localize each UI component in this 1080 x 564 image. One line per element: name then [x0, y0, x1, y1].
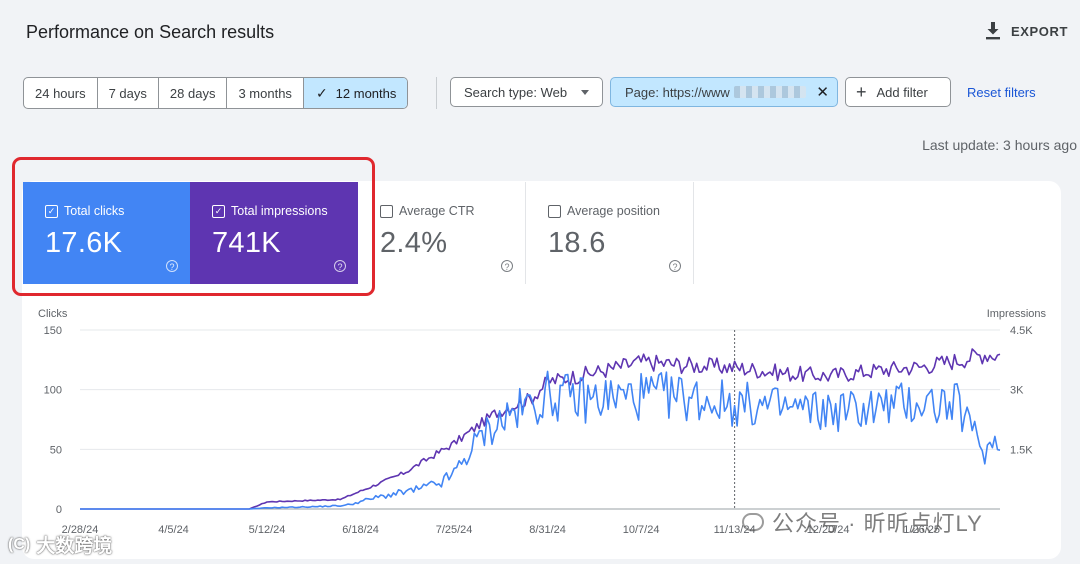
metric-total-impressions[interactable]: ✓ Total impressions 741K ? — [190, 182, 358, 284]
range-7-days[interactable]: 7 days — [98, 78, 159, 108]
metric-label: Total clicks — [64, 204, 125, 218]
page-filter-label: Page: https://www — [625, 84, 730, 100]
add-filter-label: Add filter — [876, 84, 928, 100]
y-tick-right: 1.5K — [1010, 444, 1033, 456]
y-axis-label-left: Clicks — [38, 308, 68, 320]
reset-filters-link[interactable]: Reset filters — [967, 85, 1036, 100]
download-icon — [985, 22, 1000, 40]
metric-label: Average position — [567, 204, 660, 218]
performance-chart: 150 100 50 0 Clicks 4.5K 3K 1.5K Impressions 2/28… — [38, 308, 1047, 536]
range-28-days[interactable]: 28 days — [159, 78, 228, 108]
x-tick: 10/7/24 — [623, 524, 660, 536]
metric-average-ctr[interactable]: Average CTR 2.4% ? — [358, 182, 526, 284]
range-label: 24 hours — [35, 85, 86, 101]
metric-value: 18.6 — [548, 227, 606, 259]
y-tick-right: 3K — [1010, 385, 1024, 397]
date-range-selector: 24 hours 7 days 28 days 3 months ✓ 12 mon… — [23, 77, 409, 109]
metric-label: Average CTR — [399, 204, 475, 218]
checkbox-unchecked-icon — [380, 204, 393, 218]
export-button[interactable]: EXPORT — [985, 22, 1068, 40]
x-tick: 4/5/24 — [158, 524, 189, 536]
range-3-months[interactable]: 3 months — [227, 78, 304, 108]
x-tick: 12/20/24 — [807, 524, 850, 536]
watermark-brand: (C) 大数跨境 — [8, 531, 112, 558]
close-icon[interactable]: ✕ — [816, 84, 829, 101]
metric-value: 2.4% — [380, 227, 448, 259]
range-label: 28 days — [169, 85, 216, 101]
caret-down-icon — [581, 89, 589, 95]
toolbar-divider — [436, 77, 437, 109]
range-label: 3 months — [238, 85, 292, 101]
help-icon[interactable]: ? — [669, 260, 681, 272]
watermark-channel-text: 公众号 · 昕昕点灯LY — [772, 511, 983, 536]
x-tick: 7/25/24 — [436, 524, 473, 536]
plus-icon: + — [856, 82, 867, 102]
page-title: Performance on Search results — [26, 22, 275, 42]
metric-label: Total impressions — [231, 204, 328, 218]
x-tick: 5/12/24 — [249, 524, 286, 536]
y-axis-label-right: Impressions — [987, 308, 1047, 320]
brand-logo: (C) — [8, 535, 31, 553]
last-update-text: Last update: 3 hours ago — [922, 137, 1077, 153]
metric-average-position[interactable]: Average position 18.6 ? — [526, 182, 694, 284]
range-12-months[interactable]: ✓ 12 months — [303, 78, 408, 108]
range-24-hours[interactable]: 24 hours — [24, 78, 98, 108]
range-label: 7 days — [108, 85, 147, 101]
range-label: 12 months — [335, 85, 397, 101]
x-tick: 1/26/25 — [903, 524, 940, 536]
y-tick-left: 50 — [50, 444, 62, 456]
x-tick: 6/18/24 — [342, 524, 379, 536]
y-tick-left: 0 — [56, 504, 62, 516]
check-icon: ✓ — [315, 84, 328, 101]
page-filter-chip[interactable]: Page: https://www ✕ — [610, 77, 838, 107]
checkbox-checked-icon: ✓ — [45, 204, 58, 218]
metric-value: 17.6K — [45, 227, 123, 259]
x-tick: 2/28/24 — [62, 524, 99, 536]
help-icon[interactable]: ? — [501, 260, 513, 272]
add-filter-button[interactable]: + Add filter — [845, 77, 951, 107]
series-line-clicks — [80, 370, 1001, 510]
search-type-label: Search type: Web — [464, 84, 568, 100]
series-line-impressions — [80, 348, 1001, 510]
x-tick: 8/31/24 — [529, 524, 566, 536]
search-type-dropdown[interactable]: Search type: Web — [450, 77, 603, 107]
help-icon[interactable]: ? — [166, 260, 178, 272]
checkbox-checked-icon: ✓ — [212, 204, 225, 218]
export-label: EXPORT — [1010, 23, 1068, 39]
y-tick-left: 100 — [44, 385, 62, 397]
y-tick-left: 150 — [44, 325, 62, 337]
help-icon[interactable]: ? — [334, 260, 346, 272]
wechat-icon — [742, 513, 764, 531]
y-tick-right: 4.5K — [1010, 325, 1033, 337]
watermark-brand-text: 大数跨境 — [36, 536, 113, 557]
redacted-url — [733, 86, 806, 98]
metric-value: 741K — [212, 227, 281, 259]
metric-total-clicks[interactable]: ✓ Total clicks 17.6K ? — [23, 182, 190, 284]
watermark-channel: 公众号 · 昕昕点灯LY — [742, 506, 983, 538]
checkbox-unchecked-icon — [548, 204, 561, 218]
